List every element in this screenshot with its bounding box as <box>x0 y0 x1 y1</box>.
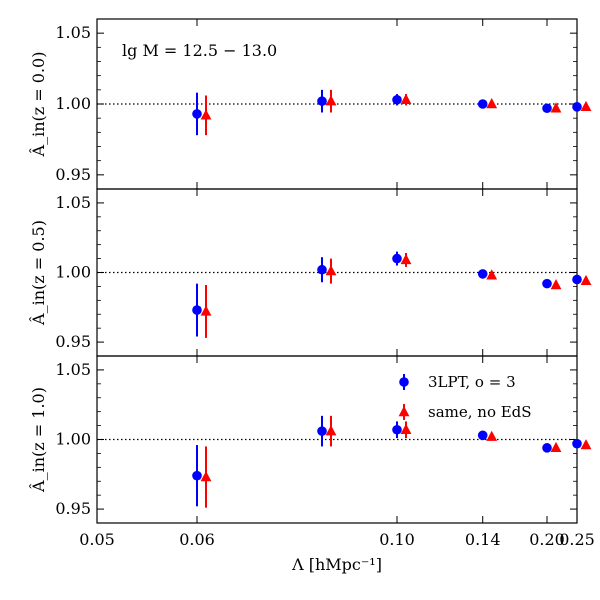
data-point-triangle <box>325 265 337 276</box>
y-tick-label: 0.95 <box>55 499 91 518</box>
x-axis-title: Λ [hMpc⁻¹] <box>291 555 382 574</box>
data-point-triangle <box>486 430 498 441</box>
data-point-triangle <box>486 98 498 109</box>
data-point-triangle <box>550 441 562 453</box>
data-point-triangle <box>550 279 562 290</box>
x-tick-label: 0.05 <box>79 530 115 549</box>
data-point-circle <box>572 274 582 285</box>
data-point-triangle <box>550 102 562 113</box>
data-point-triangle <box>200 305 212 316</box>
y-tick-label: 1.00 <box>55 430 91 449</box>
data-point-circle <box>477 430 488 441</box>
y-tick-label: 1.05 <box>55 23 91 42</box>
data-point-circle <box>542 103 552 114</box>
data-point-triangle <box>200 471 212 482</box>
y-tick-label: 1.00 <box>55 263 91 282</box>
x-tick-label: 0.20 <box>529 530 565 549</box>
legend-marker-circle <box>399 377 409 387</box>
data-point-triangle <box>400 423 412 434</box>
data-point-circle <box>192 305 202 315</box>
data-point-triangle <box>325 95 337 106</box>
x-tick-label: 0.25 <box>559 530 595 549</box>
legend-label: same, no EdS <box>428 403 532 421</box>
legend-label: 3LPT, o = 3 <box>428 373 516 391</box>
y-tick-label: 1.05 <box>55 193 91 212</box>
data-point-triangle <box>325 425 337 436</box>
y-tick-label: 0.95 <box>55 165 91 184</box>
y-axis-title: Â_in(z = 0.0) <box>28 52 48 158</box>
data-point-circle <box>317 96 327 106</box>
data-point-circle <box>477 269 488 279</box>
panel-1: 0.95 1.00 1.05 Â_in(z = 0.0) <box>28 18 592 190</box>
mass-bin-annotation: lg M = 12.5 − 13.0 <box>122 41 277 60</box>
data-point-triangle <box>580 274 592 286</box>
y-axis-title: Â_in(z = 1.0) <box>28 387 48 493</box>
data-point-circle <box>392 94 402 105</box>
data-point-triangle <box>580 100 592 112</box>
data-point-triangle <box>486 269 498 280</box>
data-point-circle <box>392 424 402 435</box>
data-point-triangle <box>400 253 412 265</box>
y-axis-title: Â_in(z = 0.5) <box>28 220 48 326</box>
panels-layer: 0.95 1.00 1.05 Â_in(z = 0.0) 0.95 1.00 1.05 Â_i… <box>28 18 592 524</box>
data-point-circle <box>192 470 202 481</box>
y-tick-label: 1.00 <box>55 94 91 113</box>
data-point-triangle <box>200 109 212 120</box>
panel-3: 0.95 1.00 1.05 Â_in(z = 1.0) <box>28 355 592 524</box>
y-tick-label: 0.95 <box>55 332 91 351</box>
data-point-triangle <box>580 439 592 450</box>
data-point-triangle <box>400 93 412 104</box>
y-tick-label: 1.05 <box>55 360 91 379</box>
data-point-circle <box>317 426 327 436</box>
data-point-circle <box>572 102 582 112</box>
x-tick-label: 0.06 <box>179 530 215 549</box>
data-point-circle <box>477 99 488 109</box>
legend: 3LPT, o = 3 same, no EdS <box>398 373 532 421</box>
legend-marker-triangle <box>398 406 410 417</box>
x-tick-label: 0.10 <box>379 530 415 549</box>
data-point-circle <box>317 264 327 275</box>
data-point-circle <box>392 253 402 264</box>
data-point-circle <box>542 443 552 453</box>
data-point-circle <box>572 438 582 449</box>
data-point-circle <box>542 278 552 289</box>
data-point-circle <box>192 109 202 119</box>
x-tick-label: 0.14 <box>465 530 501 549</box>
panel-2: 0.95 1.00 1.05 Â_in(z = 0.5) <box>28 188 592 357</box>
